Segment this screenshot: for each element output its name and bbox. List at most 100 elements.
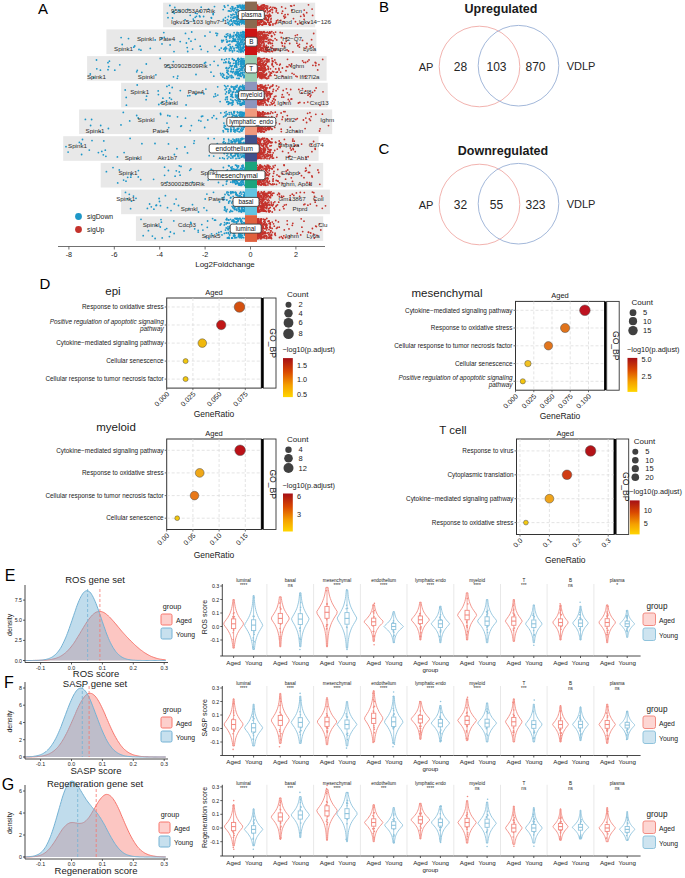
svg-text:6: 6	[297, 492, 301, 501]
svg-text:Response to oxidative stress: Response to oxidative stress	[431, 324, 513, 332]
svg-text:Spinkl: Spinkl	[138, 73, 155, 80]
svg-text:Regeneration gene set: Regeneration gene set	[47, 778, 143, 789]
svg-text:Aged: Aged	[413, 859, 428, 866]
svg-text:group: group	[647, 810, 668, 819]
svg-text:Count: Count	[632, 298, 654, 307]
svg-text:0.3: 0.3	[161, 665, 168, 671]
svg-text:Cellular senescence: Cellular senescence	[106, 514, 164, 521]
svg-text:8: 8	[299, 454, 303, 463]
svg-text:Count: Count	[634, 437, 656, 446]
svg-text:GeneRatio: GeneRatio	[194, 550, 235, 560]
svg-text:Ccl8: Ccl8	[299, 88, 312, 95]
svg-text:0.3: 0.3	[161, 761, 168, 767]
svg-text:0.3: 0.3	[161, 861, 168, 867]
svg-text:****: ****	[427, 583, 434, 588]
svg-text:Aged: Aged	[659, 617, 675, 625]
svg-text:Aged: Aged	[460, 758, 475, 765]
svg-text:Apod: Apod	[277, 18, 292, 25]
svg-text:Spinkl: Spinkl	[125, 154, 142, 161]
svg-text:***: ***	[521, 583, 527, 588]
svg-text:B: B	[379, 0, 389, 15]
svg-text:5.0: 5.0	[15, 617, 22, 623]
svg-text:Aged: Aged	[413, 659, 428, 666]
svg-text:Cellular senescence: Cellular senescence	[455, 360, 513, 367]
svg-text:Young: Young	[385, 758, 403, 765]
svg-text:0.1: 0.1	[212, 610, 219, 616]
svg-text:Aged: Aged	[205, 288, 223, 297]
svg-text:-0.1: -0.1	[36, 761, 45, 767]
svg-text:Aged: Aged	[273, 758, 288, 765]
svg-text:Young: Young	[478, 659, 496, 666]
svg-text:Ptprd: Ptprd	[293, 205, 308, 212]
svg-text:2: 2	[19, 832, 22, 838]
svg-text:-6: -6	[111, 250, 117, 259]
svg-text:****: ****	[427, 786, 434, 791]
svg-text:Ifi27l2a: Ifi27l2a	[300, 73, 321, 80]
svg-text:Aged: Aged	[320, 859, 335, 866]
svg-text:Aged: Aged	[553, 659, 568, 666]
svg-text:Response to oxidative stress: Response to oxidative stress	[82, 303, 164, 311]
svg-text:15: 15	[643, 326, 651, 335]
svg-text:AP: AP	[419, 61, 434, 73]
svg-text:Aged: Aged	[226, 859, 241, 866]
svg-text:Spink1: Spink1	[114, 45, 133, 52]
svg-text:group: group	[163, 705, 181, 714]
svg-text:Aged: Aged	[226, 659, 241, 666]
svg-text:Cdcp3: Cdcp3	[178, 221, 196, 228]
svg-text:1.5: 1.5	[297, 361, 307, 370]
svg-text:****: ****	[240, 786, 247, 791]
svg-text:Spinkl: Spinkl	[181, 205, 198, 212]
svg-text:0.2: 0.2	[212, 798, 219, 804]
svg-text:Aged: Aged	[320, 758, 335, 765]
svg-text:****: ****	[474, 583, 481, 588]
svg-text:4: 4	[19, 810, 22, 816]
svg-text:Cebpd: Cebpd	[281, 169, 300, 176]
svg-text:6: 6	[299, 318, 303, 327]
svg-text:5.0: 5.0	[642, 355, 652, 364]
svg-text:Aged: Aged	[600, 758, 615, 765]
svg-text:0.1: 0.1	[212, 811, 219, 817]
svg-text:Aged: Aged	[659, 720, 675, 728]
svg-text:323: 323	[525, 198, 545, 212]
svg-text:10: 10	[643, 317, 651, 326]
svg-text:pathway: pathway	[139, 325, 165, 333]
svg-text:Aged: Aged	[205, 429, 223, 438]
svg-text:Cd74: Cd74	[309, 141, 324, 148]
svg-text:Pate4: Pate4	[159, 35, 176, 42]
svg-text:Aged: Aged	[600, 859, 615, 866]
svg-text:9530002B09Rik: 9530002B09Rik	[161, 180, 206, 187]
svg-text:Young: Young	[572, 758, 590, 765]
svg-text:Cytokine−mediated signaling pa: Cytokine−mediated signaling pathway	[405, 307, 513, 315]
svg-text:Aged: Aged	[176, 617, 192, 625]
svg-text:A: A	[38, 0, 48, 17]
svg-text:−log10(p.adjust): −log10(p.adjust)	[627, 345, 680, 354]
svg-text:8: 8	[299, 329, 303, 338]
svg-text:103: 103	[486, 60, 506, 74]
svg-text:ROS score: ROS score	[201, 600, 208, 634]
svg-text:Cytokine−mediated signaling pa: Cytokine−mediated signaling pathway	[406, 495, 514, 503]
svg-text:***: ***	[521, 686, 527, 691]
svg-text:Young: Young	[338, 859, 356, 866]
svg-text:−log10(p.adjust): −log10(p.adjust)	[283, 345, 336, 354]
svg-text:Spinkl: Spinkl	[161, 99, 178, 106]
svg-text:H2−Ab1: H2−Ab1	[285, 154, 308, 161]
svg-text:Dcn: Dcn	[291, 7, 303, 14]
svg-text:Ighm, Apod: Ighm, Apod	[281, 180, 313, 187]
svg-text:Aged: Aged	[174, 825, 190, 833]
svg-text:Response to oxidative stress: Response to oxidative stress	[432, 519, 514, 527]
svg-text:Count: Count	[287, 290, 309, 299]
svg-text:Young: Young	[292, 758, 310, 765]
svg-text:6: 6	[19, 702, 22, 708]
svg-text:Young: Young	[572, 659, 590, 666]
svg-text:Young: Young	[245, 659, 263, 666]
svg-text:0.3: 0.3	[212, 685, 219, 691]
svg-text:myeloid: myeloid	[240, 91, 262, 99]
svg-text:GeneRatio: GeneRatio	[540, 411, 581, 421]
svg-text:0.0: 0.0	[15, 658, 22, 664]
svg-text:VDLP: VDLP	[567, 60, 596, 72]
svg-text:GO_BP: GO_BP	[268, 328, 278, 358]
svg-text:Aged: Aged	[556, 429, 574, 438]
svg-text:Log2Foldchange: Log2Foldchange	[195, 260, 255, 269]
svg-text:Spinkl: Spinkl	[143, 221, 160, 228]
svg-text:10: 10	[644, 506, 652, 515]
